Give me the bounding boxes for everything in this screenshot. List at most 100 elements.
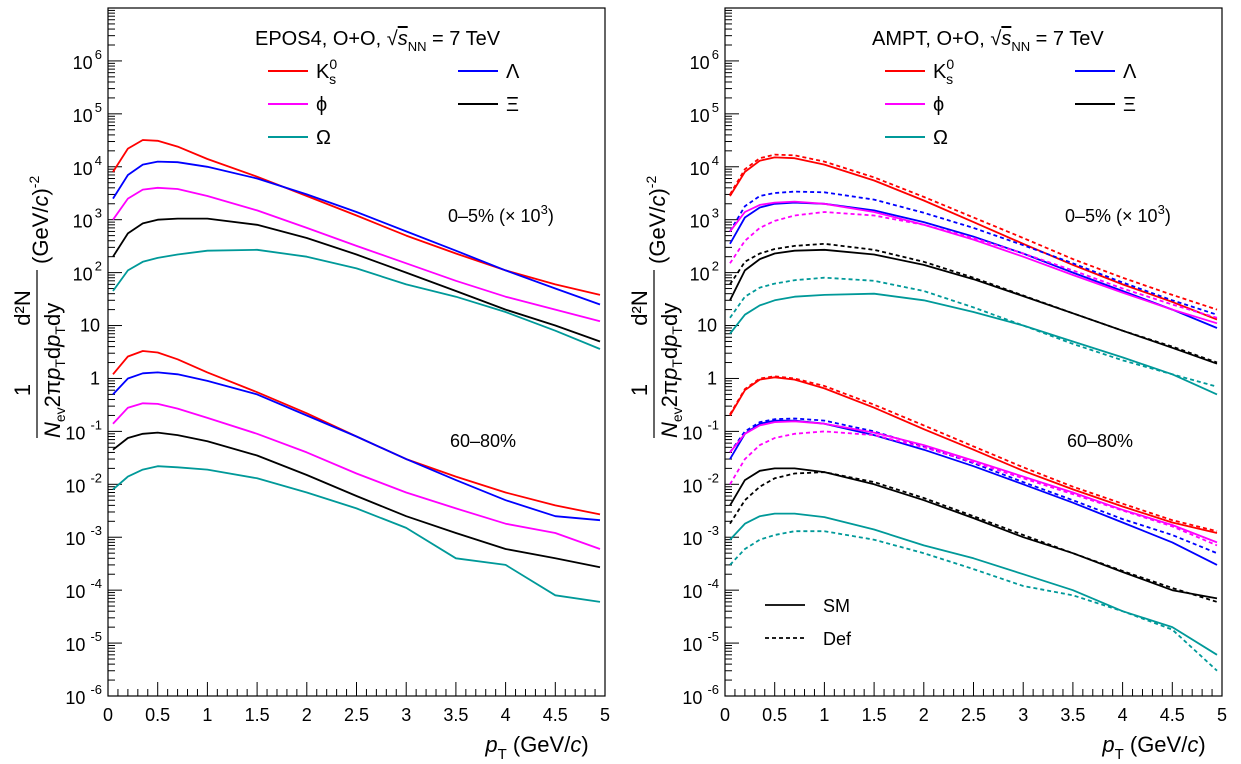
plot-panel-left: 0 0.5 1 1.5 2 2.5 3 3.5 4 4.5 5-610-510-410-310-21…	[10, 7, 610, 763]
legend: K0 s Λϕ Ξ Ω SM Def	[765, 56, 1137, 649]
panel-title-sqrt: √	[387, 28, 398, 50]
y-tick-exponent: -1	[707, 417, 719, 432]
x-tick-label: 3.5	[443, 705, 468, 725]
y-tick-exponent: 2	[712, 259, 719, 274]
y-tick-label: 10	[65, 529, 85, 549]
y-tick-label: 10	[690, 212, 710, 232]
x-tick-label: 2	[302, 705, 312, 725]
legend-K: K	[933, 61, 947, 83]
y-title-dp: d	[657, 347, 682, 359]
series-line-Ξ-SM-60-80%	[729, 467, 1218, 600]
y-tick-exponent: 3	[95, 206, 102, 221]
legend-label-Ξ: Ξ	[506, 94, 519, 116]
series-line-ϕ-SM-60-80%	[729, 420, 1218, 544]
x-axis-title-p: p	[484, 732, 497, 757]
x-tick-label: 4	[501, 705, 511, 725]
series-line-ϕ-0-5%	[112, 186, 601, 323]
y-tick-label: 10	[697, 316, 717, 336]
x-tick-label: 1	[202, 705, 212, 725]
y-title-unit-c: c	[645, 196, 670, 207]
y-title-p2: p	[657, 335, 682, 348]
x-axis-title-c: c	[1187, 732, 1198, 757]
y-tick-exponent: -4	[90, 576, 102, 591]
y-tick-label: 10	[690, 265, 710, 285]
series-line-Ω-60-80%	[112, 465, 601, 603]
plot-frame	[724, 7, 1223, 697]
series-line-K0s-Def-0-5%	[729, 153, 1218, 311]
panel-title-s: s	[1001, 28, 1011, 50]
x-axis-title-unit: (GeV/	[507, 732, 571, 757]
y-tick-label: 10	[80, 316, 100, 336]
y-title-ev: ev	[669, 407, 685, 422]
series-line-K0s-SM-0-5%	[729, 156, 1218, 321]
x-tick-label: 0.5	[762, 705, 787, 725]
series-line-ϕ-60-80%	[112, 402, 601, 550]
y-tick-label: 10	[690, 106, 710, 126]
panel-title-NN: NN	[1011, 39, 1030, 54]
y-title-T: T	[669, 359, 685, 368]
x-tick-label: 0	[103, 705, 113, 725]
panel-title-s: s	[398, 28, 408, 50]
x-tick-label: 5	[1217, 705, 1227, 725]
y-tick-exponent: -5	[90, 629, 102, 644]
x-tick-label: 0.5	[145, 705, 170, 725]
legend-label-Ξ: Ξ	[1123, 94, 1136, 116]
y-title-denominator: Nev2πpTdpTdy	[657, 303, 685, 438]
y-tick-label: 10	[682, 423, 702, 443]
y-tick-exponent: 5	[712, 100, 719, 115]
y-title-2pi: 2π	[657, 380, 682, 407]
y-tick-label: 10	[73, 106, 93, 126]
series-line-K0s-SM-60-80%	[729, 376, 1218, 534]
y-title-unit-c: c	[28, 196, 53, 207]
y-title-denominator: Nev2πpTdpTdy	[40, 303, 68, 438]
y-tick-exponent: -5	[707, 629, 719, 644]
y-tick-label: 1	[707, 368, 717, 388]
panel-title-main: EPOS4, O+O,	[255, 28, 387, 50]
legend-label-K0s: K0 s	[316, 56, 337, 87]
series-line-Λ-SM-60-80%	[729, 419, 1218, 566]
y-title-unit-a: (GeV/	[28, 206, 53, 264]
y-tick-label: 10	[65, 476, 85, 496]
y-tick-exponent: 2	[95, 259, 102, 274]
y-tick-label: 10	[682, 635, 702, 655]
y-tick-label: 10	[73, 53, 93, 73]
series-line-Ω-SM-60-80%	[729, 512, 1218, 656]
annotation-central-a: 0–5% (× 10	[448, 206, 541, 226]
legend-K: K	[316, 61, 330, 83]
y-tick-exponent: -6	[90, 682, 102, 697]
annotation-peripheral: 60–80%	[450, 431, 516, 451]
series-line-Λ-Def-0-5%	[729, 190, 1218, 316]
panel-title-energy: = 7 TeV	[1030, 28, 1104, 50]
x-tick-label: 4	[1118, 705, 1128, 725]
series-line-Ξ-60-80%	[112, 431, 601, 569]
plot-frame	[107, 7, 606, 697]
annotation-central-close: )	[548, 206, 554, 226]
x-tick-label: 4.5	[1160, 705, 1185, 725]
legend-label-Λ: Λ	[1123, 61, 1137, 83]
x-axis-title-sub: T	[498, 746, 507, 763]
y-title-unit-exp: -2	[643, 176, 659, 189]
y-title-p: p	[40, 368, 65, 381]
y-title-2pi: 2π	[40, 380, 65, 407]
series-line-Ω-Def-60-80%	[729, 530, 1218, 672]
y-title-p2: p	[40, 335, 65, 348]
series-line-Ω-Def-0-5%	[729, 276, 1218, 388]
y-tick-label: 10	[65, 423, 85, 443]
y-title-T2: T	[669, 326, 685, 335]
y-tick-exponent: -2	[707, 470, 719, 485]
panel-title-NN: NN	[408, 39, 427, 54]
y-tick-label: 10	[65, 688, 85, 708]
y-tick-label: 10	[682, 476, 702, 496]
legend-label-K0s: K0 s	[933, 56, 954, 87]
y-tick-exponent: 5	[95, 100, 102, 115]
panel-title: EPOS4, O+O, √sNN = 7 TeV	[255, 28, 501, 54]
legend-label-Ω: Ω	[933, 127, 948, 149]
series-line-Λ-Def-60-80%	[729, 417, 1218, 555]
x-axis-title-sub: T	[1115, 746, 1124, 763]
panel-title-main: AMPT, O+O,	[872, 28, 990, 50]
legend-label-Λ: Λ	[506, 61, 520, 83]
y-title-numerator: d²N	[10, 290, 35, 325]
